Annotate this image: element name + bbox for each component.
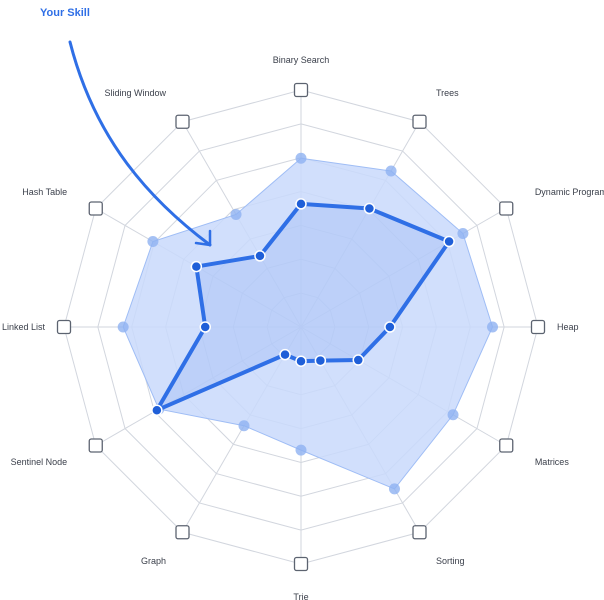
category-label: Binary Search	[273, 55, 330, 65]
checkbox-icon	[412, 525, 427, 540]
area-point	[230, 208, 242, 220]
checkbox-icon	[499, 201, 514, 216]
checkbox-icon	[175, 525, 190, 540]
line-point	[254, 250, 266, 262]
area-point	[385, 165, 397, 177]
area-point	[447, 409, 459, 421]
line-point	[190, 260, 203, 273]
category-label: Linked List	[2, 322, 46, 332]
checkbox-icon	[88, 438, 103, 453]
category-label: Heap	[557, 322, 579, 332]
category-label: Trie	[293, 592, 308, 600]
your-skill-callout: Your Skill	[40, 7, 212, 247]
category-label: Dynamic Programming	[535, 187, 604, 197]
area-point	[388, 483, 400, 495]
line-point	[151, 404, 163, 416]
area-series	[117, 152, 499, 495]
checkbox-icon	[293, 556, 309, 572]
category-label: Hash Table	[22, 187, 67, 197]
line-point	[295, 198, 307, 210]
category-label: Graph	[141, 556, 166, 566]
callout-arrow	[68, 40, 212, 247]
area-point	[487, 321, 499, 333]
line-point	[314, 354, 327, 367]
checkbox-icon	[293, 82, 309, 98]
line-point	[363, 202, 376, 215]
area-point	[238, 420, 250, 432]
area-point	[295, 444, 307, 456]
category-label: Trees	[436, 88, 459, 98]
line-point	[443, 235, 455, 248]
checkbox-icon	[56, 319, 72, 335]
area-point	[117, 321, 129, 333]
line-series	[151, 198, 455, 416]
area-point	[147, 236, 159, 247]
category-label: Matrices	[535, 457, 570, 467]
category-label: Sorting	[436, 556, 465, 566]
area-point	[295, 152, 307, 164]
your-skill-label: Your Skill	[40, 7, 90, 19]
checkbox-icon	[175, 114, 190, 129]
category-axes: Binary Search Trees Dynamic Programming Hea…	[2, 55, 604, 600]
checkbox-icon	[412, 114, 427, 129]
line-point	[384, 321, 396, 333]
line-point	[352, 354, 365, 366]
checkbox-icon	[88, 201, 103, 216]
line-point	[199, 321, 211, 333]
callout-arrowhead-icon	[194, 229, 212, 247]
line-point	[279, 348, 291, 361]
category-label: Sliding Window	[104, 88, 166, 98]
category-label: Sentinel Node	[11, 457, 68, 467]
checkbox-icon	[530, 319, 546, 335]
area-point	[457, 228, 469, 240]
checkbox-icon	[499, 438, 514, 453]
line-point	[295, 355, 307, 367]
